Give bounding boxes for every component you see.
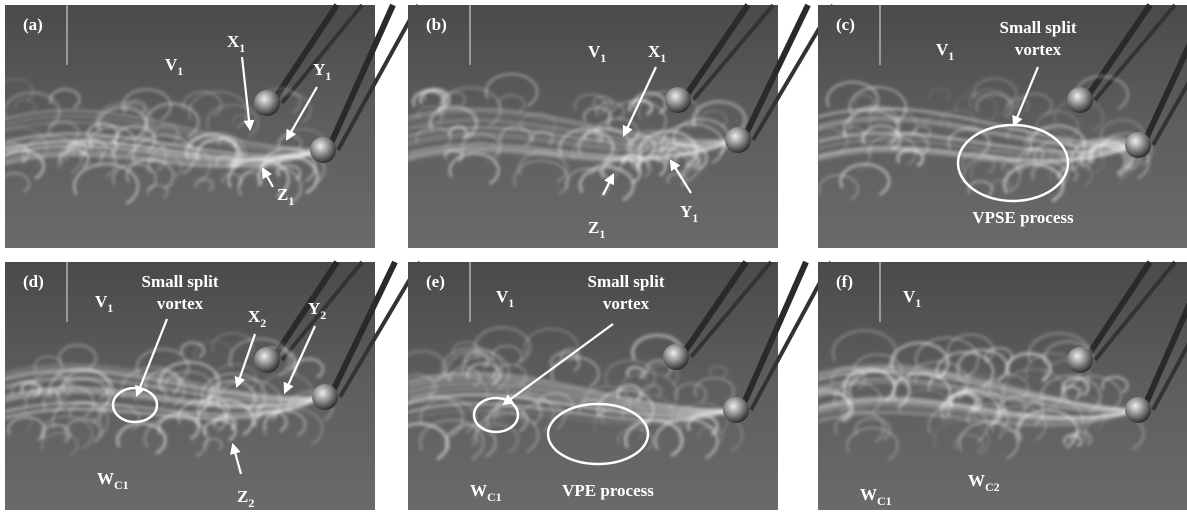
annotation-subscript: 1 bbox=[239, 41, 245, 55]
annotation: Small split bbox=[142, 272, 219, 291]
annotation-main: Y bbox=[308, 299, 320, 318]
panel: (f)V1WC1WC2 bbox=[803, 262, 1187, 510]
panel: (e) V1 Small split vortex WC1 VPE process bbox=[391, 262, 831, 510]
annotation-main: X bbox=[227, 32, 240, 51]
annotation: VPE process bbox=[562, 481, 654, 500]
panel-label: (e) bbox=[426, 272, 445, 291]
annotation-subscript: 1 bbox=[692, 211, 698, 225]
panel-label: (b) bbox=[426, 15, 447, 34]
annotation-main: X bbox=[648, 42, 661, 61]
annotation-main: W bbox=[470, 481, 487, 500]
figure: (a)V1X1Y1Z1(b)V1X1Y1Z1(c)V1Small splitvo… bbox=[0, 0, 1187, 512]
annotation-main: V bbox=[95, 292, 108, 311]
annotation-subscript: 1 bbox=[660, 51, 666, 65]
sphere bbox=[310, 137, 336, 163]
annotation-main: Y bbox=[313, 60, 325, 79]
annotation: vortex bbox=[603, 294, 650, 313]
annotation-main: V bbox=[588, 42, 601, 61]
annotation-main: W bbox=[97, 469, 114, 488]
sphere bbox=[1067, 87, 1093, 113]
annotation: Small split bbox=[588, 272, 665, 291]
annotation-subscript: 2 bbox=[248, 496, 254, 510]
annotation-main: V bbox=[165, 55, 178, 74]
annotation-main: Z bbox=[277, 185, 288, 204]
panel: (c) V1 Small split vortex VPSE process bbox=[807, 5, 1187, 248]
annotation-main: X bbox=[248, 307, 261, 326]
annotation-subscript: 1 bbox=[177, 64, 183, 78]
annotation-subscript: 2 bbox=[260, 316, 266, 330]
panel-label: (f) bbox=[836, 272, 853, 291]
annotation-subscript: 1 bbox=[508, 296, 514, 310]
sphere bbox=[1125, 132, 1151, 158]
annotation-subscript: 1 bbox=[288, 194, 294, 208]
panel-label: (c) bbox=[836, 15, 855, 34]
annotation-subscript: 1 bbox=[599, 227, 605, 241]
annotation-subscript: C2 bbox=[985, 480, 1000, 494]
annotation: vortex bbox=[157, 294, 204, 313]
sphere bbox=[1067, 347, 1093, 373]
annotation-main: Z bbox=[237, 487, 248, 506]
sphere bbox=[723, 397, 749, 423]
annotation-subscript: 1 bbox=[107, 301, 113, 315]
annotation: VPSE process bbox=[972, 208, 1074, 227]
annotation-main: V bbox=[936, 40, 949, 59]
panel-label: (a) bbox=[23, 15, 43, 34]
sphere bbox=[725, 127, 751, 153]
annotation: Small split bbox=[1000, 18, 1077, 37]
annotation: vortex bbox=[1015, 40, 1062, 59]
sphere bbox=[663, 344, 689, 370]
annotation-main: W bbox=[968, 471, 985, 490]
panel-label: (d) bbox=[23, 272, 44, 291]
annotation-main: W bbox=[860, 485, 877, 504]
panel: (b)V1X1Y1Z1 bbox=[408, 5, 833, 248]
annotation-subscript: C1 bbox=[487, 490, 502, 504]
annotation-main: Z bbox=[588, 218, 599, 237]
photo-background bbox=[5, 5, 375, 248]
annotation-subscript: 1 bbox=[325, 69, 331, 83]
annotation-subscript: 1 bbox=[948, 49, 954, 63]
panel: (d)V1Small splitvortexX2Y2Z2WC1 bbox=[0, 262, 420, 510]
sphere bbox=[254, 347, 280, 373]
annotation-main: V bbox=[903, 287, 916, 306]
sphere bbox=[665, 87, 691, 113]
sphere bbox=[312, 384, 338, 410]
annotation-subscript: 1 bbox=[915, 296, 921, 310]
annotation-main: V bbox=[496, 287, 509, 306]
annotation-subscript: C1 bbox=[877, 494, 892, 508]
annotation-main: Y bbox=[680, 202, 692, 221]
annotation-subscript: C1 bbox=[114, 478, 129, 492]
annotation-subscript: 1 bbox=[600, 51, 606, 65]
sphere bbox=[254, 90, 280, 116]
sphere bbox=[1125, 397, 1151, 423]
annotation-subscript: 2 bbox=[320, 308, 326, 322]
